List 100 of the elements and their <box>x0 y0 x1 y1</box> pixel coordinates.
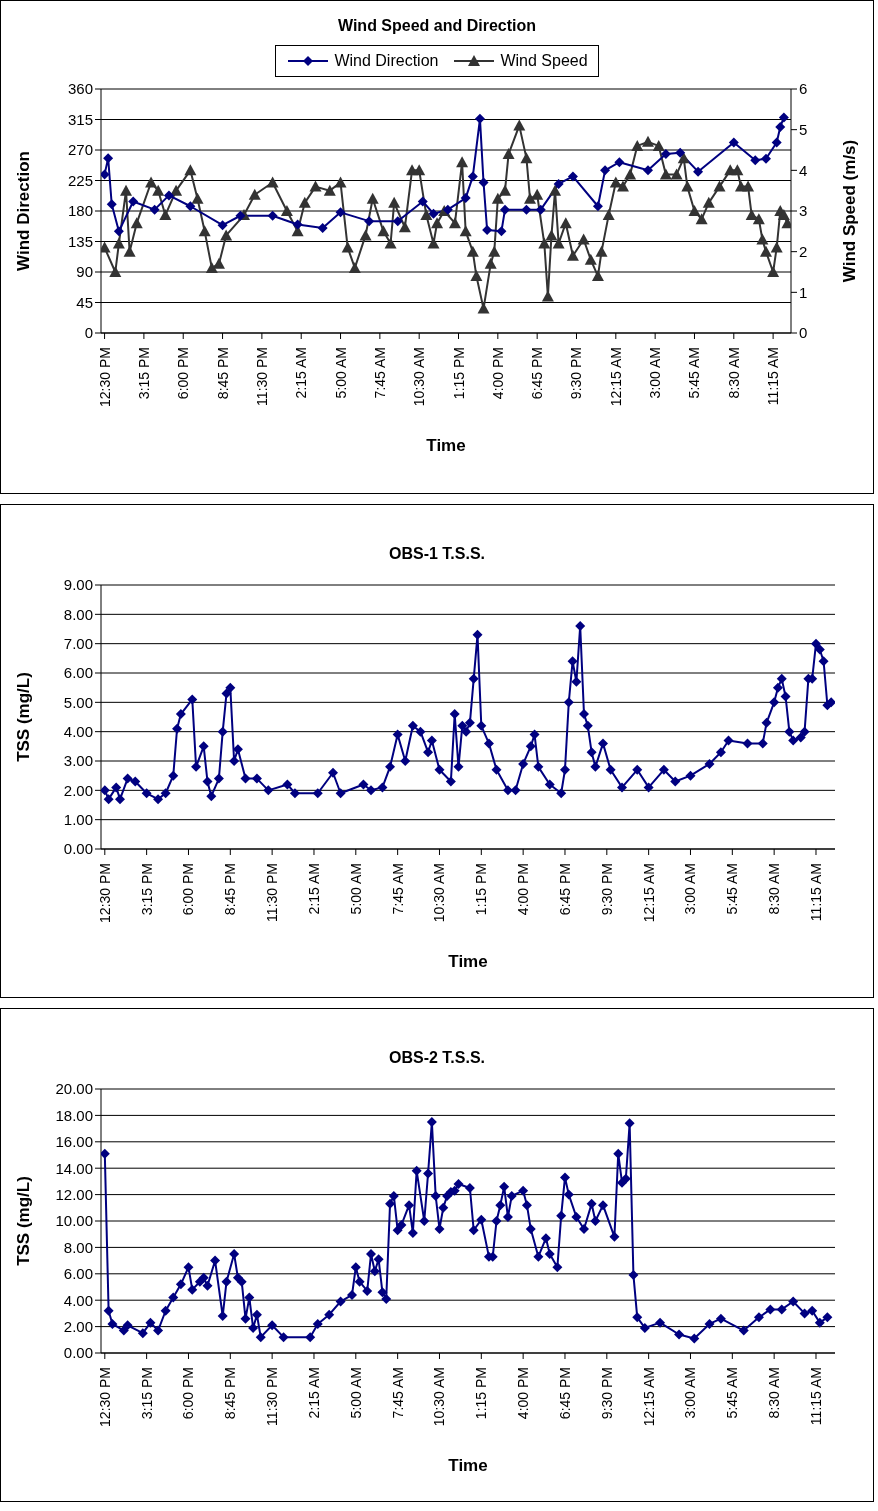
x-tick-label: 12:15 AM <box>640 863 657 923</box>
point <box>482 224 493 235</box>
x-tick-label: 1:15 PM <box>473 1367 490 1420</box>
x-tick-label: 12:30 PM <box>96 863 113 923</box>
x-tick-label: 12:30 PM <box>96 347 113 407</box>
point <box>149 204 160 215</box>
point <box>775 121 786 132</box>
y-tick-label: 14.00 <box>55 1159 93 1177</box>
point <box>760 153 771 164</box>
x-tick-label: 4:00 PM <box>515 863 532 916</box>
x-tick-label: 6:00 PM <box>180 1367 197 1420</box>
point <box>499 204 510 215</box>
y-axis-title: Wind Direction <box>14 151 34 271</box>
y-axis-title: TSS (mg/L) <box>14 1176 34 1266</box>
x-tick-label: 3:15 PM <box>138 1367 155 1420</box>
x-tick-label: 5:00 AM <box>332 347 349 399</box>
x-tick-label: 3:15 PM <box>135 347 152 400</box>
y2-tick-label: 5 <box>799 120 808 138</box>
y-tick-label: 6.00 <box>63 1265 93 1283</box>
x-tick-label: 1:15 PM <box>450 347 467 400</box>
y-tick-label: 45 <box>76 293 93 311</box>
point <box>614 157 625 168</box>
y2-tick-label: 6 <box>799 80 808 98</box>
point <box>771 137 782 148</box>
point <box>417 196 428 207</box>
point <box>101 169 110 180</box>
x-tick-label: 7:45 AM <box>389 863 406 915</box>
point <box>163 190 174 201</box>
point <box>392 216 403 227</box>
x-tick-label: 6:00 PM <box>180 863 197 916</box>
y-tick-label: 90 <box>76 263 93 281</box>
y-tick-label: 225 <box>67 171 93 189</box>
x-tick-label: 5:00 AM <box>347 1367 364 1419</box>
y-tick-label: 8.00 <box>63 1238 93 1256</box>
x-tick-label: 3:00 AM <box>682 863 699 915</box>
x-tick-label: 3:15 PM <box>138 863 155 916</box>
x-tick-label: 9:30 PM <box>568 347 585 400</box>
point <box>567 171 578 182</box>
x-tick-label: 3:00 AM <box>682 1367 699 1419</box>
x-axis-title: Time <box>426 436 466 455</box>
x-tick-label: 4:00 PM <box>489 347 506 400</box>
x-tick-label: 10:30 AM <box>431 863 448 923</box>
y-tick-label: 315 <box>67 110 93 128</box>
x-tick-label: 5:45 AM <box>724 1367 741 1419</box>
point <box>521 204 532 215</box>
y-tick-label: 9.00 <box>63 576 93 594</box>
x-tick-label: 12:30 PM <box>96 1367 113 1427</box>
x-tick-label: 11:30 PM <box>264 1367 281 1426</box>
x-tick-label: 3:00 AM <box>647 347 664 399</box>
y-tick-label: 2.00 <box>63 781 93 799</box>
y-tick-label: 4.00 <box>63 1291 93 1309</box>
x-tick-label: 10:30 AM <box>431 1367 448 1427</box>
x-axis-title: Time <box>448 1456 488 1475</box>
y-tick-label: 6.00 <box>63 664 93 682</box>
x-tick-label: 11:15 AM <box>807 863 824 922</box>
point <box>728 137 739 148</box>
x-tick-label: 2:15 AM <box>305 1367 322 1419</box>
x-tick-label: 5:00 AM <box>347 863 364 915</box>
y-axis-title: TSS (mg/L) <box>14 672 34 762</box>
point <box>592 201 603 212</box>
point <box>292 219 303 230</box>
point <box>103 153 114 164</box>
y-tick-label: 0.00 <box>63 1344 93 1362</box>
point <box>474 113 485 124</box>
y2-tick-label: 1 <box>799 283 808 301</box>
legend-label: Wind Direction <box>334 52 439 70</box>
x-tick-label: 1:15 PM <box>473 863 490 916</box>
x-tick-label: 9:30 PM <box>598 863 615 916</box>
x-tick-label: 11:15 AM <box>807 1367 824 1426</box>
point <box>335 207 346 218</box>
y-tick-label: 2.00 <box>63 1317 93 1335</box>
x-tick-label: 8:45 PM <box>214 347 231 400</box>
y2-tick-label: 0 <box>799 324 808 342</box>
point <box>467 171 478 182</box>
point <box>460 193 471 204</box>
point <box>496 226 507 237</box>
y-tick-label: 5.00 <box>63 693 93 711</box>
x-tick-label: 11:30 PM <box>253 347 270 406</box>
point <box>693 166 704 177</box>
point <box>364 216 375 227</box>
point <box>535 204 546 215</box>
point <box>660 149 671 160</box>
x-tick-label: 2:15 AM <box>305 863 322 915</box>
y2-axis-title: Wind Speed (m/s) <box>840 139 860 283</box>
x-tick-label: 6:45 PM <box>529 347 546 400</box>
y-tick-label: 180 <box>67 202 93 220</box>
y-tick-label: 0.00 <box>63 840 93 858</box>
y-tick-label: 1.00 <box>63 810 93 828</box>
point <box>750 155 761 166</box>
point <box>428 208 439 219</box>
point <box>267 210 278 221</box>
x-tick-label: 6:00 PM <box>175 347 192 400</box>
x-tick-label: 8:30 AM <box>766 863 783 915</box>
y-tick-label: 7.00 <box>63 634 93 652</box>
y-tick-label: 20.00 <box>55 1080 93 1098</box>
point <box>235 210 246 221</box>
y-tick-label: 12.00 <box>55 1185 93 1203</box>
point <box>217 220 228 231</box>
x-tick-label: 7:45 AM <box>371 347 388 399</box>
x-axis-title: Time <box>448 952 488 971</box>
